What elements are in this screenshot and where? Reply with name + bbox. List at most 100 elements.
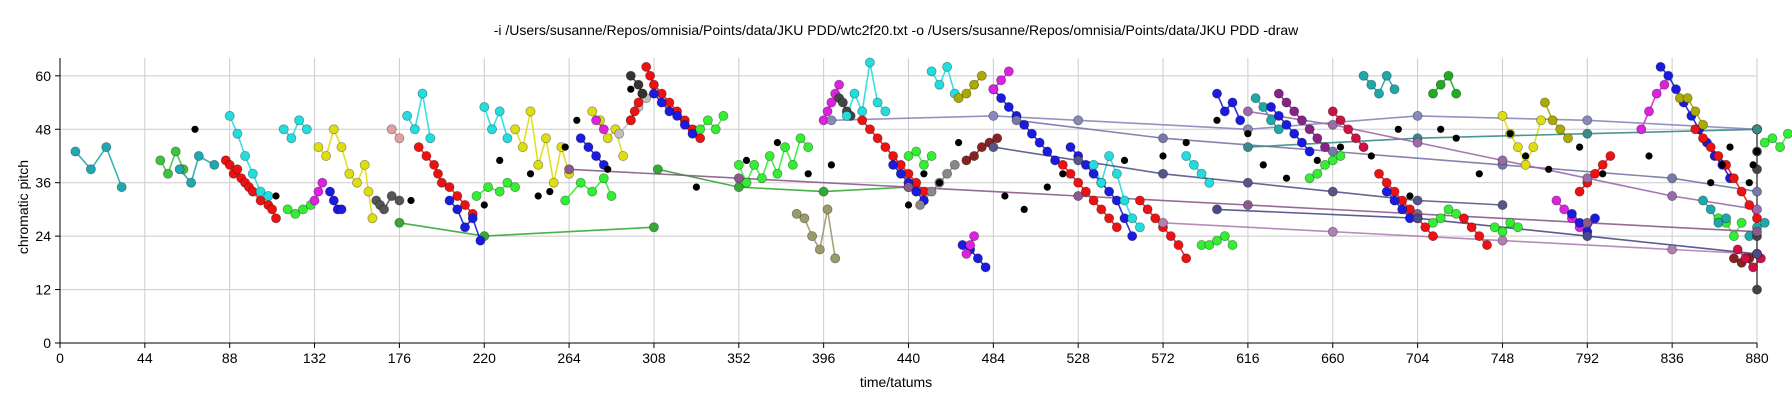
- data-point: [1212, 88, 1223, 99]
- data-point: [1582, 231, 1593, 242]
- data-point: [1705, 204, 1716, 215]
- data-point: [1358, 142, 1369, 153]
- x-tick-label: 528: [1067, 350, 1091, 366]
- data-point: [174, 164, 185, 175]
- data-point: [278, 124, 289, 135]
- data-point: [1336, 143, 1345, 151]
- data-point: [270, 213, 281, 224]
- data-point: [317, 177, 328, 188]
- data-point: [1466, 222, 1477, 233]
- data-point: [1335, 115, 1346, 126]
- data-point: [1497, 110, 1508, 121]
- data-point: [772, 168, 783, 179]
- data-point: [1412, 137, 1423, 148]
- data-point: [1219, 106, 1230, 117]
- data-point: [926, 186, 937, 197]
- y-tick-label: 12: [35, 282, 51, 298]
- data-point: [1150, 213, 1161, 224]
- data-point: [432, 168, 443, 179]
- data-point: [953, 93, 964, 104]
- data-point: [1745, 179, 1753, 187]
- data-point: [1597, 159, 1608, 170]
- data-point: [1212, 204, 1223, 215]
- data-point: [286, 133, 297, 144]
- data-point: [773, 139, 782, 147]
- data-point: [1358, 70, 1369, 81]
- data-point: [1158, 133, 1169, 144]
- data-point: [1520, 159, 1531, 170]
- data-point: [240, 150, 251, 161]
- data-point: [1104, 186, 1115, 197]
- data-point: [186, 177, 197, 188]
- data-point: [961, 155, 972, 166]
- data-point: [510, 182, 521, 193]
- data-point: [297, 204, 308, 215]
- data-point: [1034, 137, 1045, 148]
- data-point: [1073, 190, 1084, 201]
- data-point: [1266, 102, 1277, 113]
- data-point: [394, 133, 405, 144]
- data-point: [1327, 146, 1338, 157]
- data-point: [911, 186, 922, 197]
- data-point: [1497, 199, 1508, 210]
- data-point: [1651, 88, 1662, 99]
- data-point: [1443, 70, 1454, 81]
- data-point: [1335, 150, 1346, 161]
- data-point: [560, 195, 571, 206]
- data-point: [502, 177, 513, 188]
- series-line: [406, 92, 432, 139]
- data-point: [1744, 199, 1755, 210]
- series-line: [699, 115, 725, 131]
- data-point: [814, 244, 825, 255]
- data-point: [1728, 231, 1739, 242]
- data-point: [1655, 61, 1666, 72]
- data-point: [1713, 150, 1724, 161]
- data-point: [830, 253, 841, 264]
- data-point: [1506, 130, 1514, 138]
- data-point: [1320, 142, 1331, 153]
- data-point: [1181, 253, 1192, 264]
- data-point: [920, 170, 928, 178]
- data-point: [1204, 177, 1215, 188]
- data-point: [976, 142, 987, 153]
- data-point: [1539, 97, 1550, 108]
- data-point: [969, 231, 980, 242]
- data-point: [807, 231, 818, 242]
- data-point: [1273, 110, 1284, 121]
- data-point: [467, 213, 478, 224]
- data-point: [641, 61, 652, 72]
- data-point: [733, 173, 744, 184]
- data-point: [1728, 173, 1739, 184]
- data-point: [1566, 208, 1577, 219]
- data-point: [1374, 88, 1385, 99]
- data-point: [1381, 186, 1392, 197]
- x-tick-label: 88: [222, 350, 238, 366]
- data-point: [1073, 177, 1084, 188]
- data-point: [402, 110, 413, 121]
- data-point: [494, 186, 505, 197]
- data-point: [1158, 217, 1169, 228]
- y-tick-label: 24: [35, 228, 51, 244]
- chart-title: -i /Users/susanne/Repos/omnisia/Points/d…: [494, 22, 1299, 38]
- data-point: [1296, 115, 1307, 126]
- data-point: [895, 168, 906, 179]
- data-point: [1250, 93, 1261, 104]
- data-point: [1576, 143, 1584, 151]
- data-point: [378, 204, 389, 215]
- data-point: [787, 159, 798, 170]
- data-point: [1551, 195, 1562, 206]
- data-point: [803, 142, 814, 153]
- data-point: [1698, 133, 1709, 144]
- data-point: [1242, 177, 1253, 188]
- data-point: [282, 204, 293, 215]
- data-point: [625, 115, 636, 126]
- data-point: [742, 156, 751, 164]
- series-line: [657, 168, 909, 193]
- x-tick-label: 220: [473, 350, 497, 366]
- data-point: [459, 222, 470, 233]
- data-point: [988, 84, 999, 95]
- data-point: [1512, 222, 1523, 233]
- data-point: [1104, 150, 1115, 161]
- data-point: [1644, 106, 1655, 117]
- data-point: [425, 133, 436, 144]
